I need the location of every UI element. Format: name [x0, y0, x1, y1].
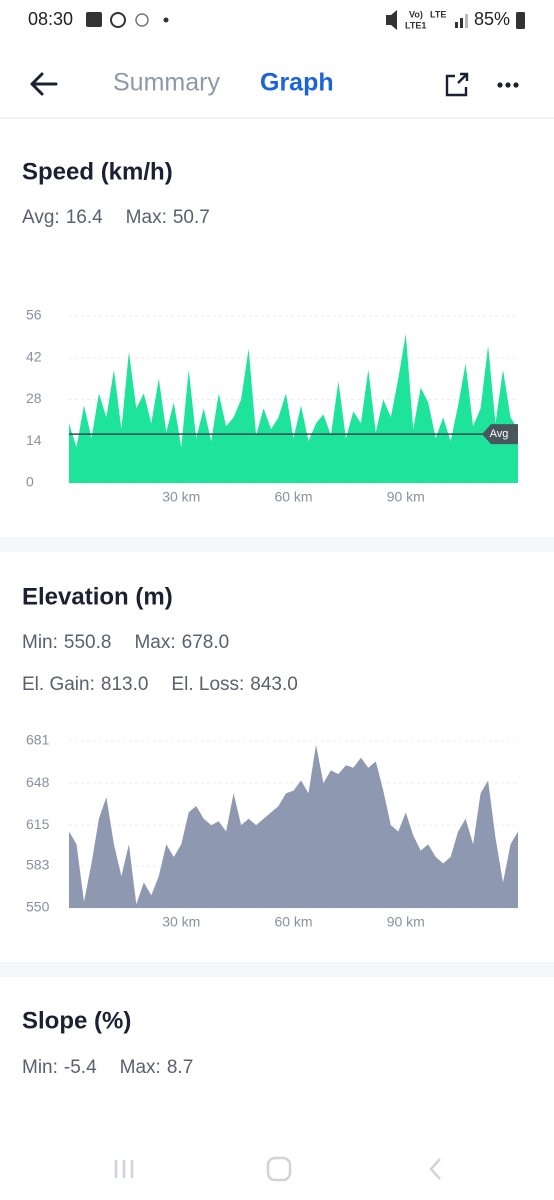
more-button[interactable]	[497, 82, 519, 88]
gallery-icon	[86, 12, 102, 27]
home-button[interactable]	[266, 1156, 292, 1182]
y-tick-label: 583	[26, 857, 50, 873]
tab[interactable]: Graph	[260, 69, 334, 97]
signal-bar	[460, 18, 463, 28]
battery-icon	[516, 12, 525, 29]
stat-label: El. Gain:	[22, 674, 95, 695]
dot	[513, 82, 519, 88]
stat-value: -5.4	[64, 1057, 97, 1078]
stat-value: 50.7	[173, 207, 210, 228]
stat-value: 813.0	[101, 674, 149, 695]
stat-label: Max:	[120, 1057, 161, 1078]
area	[69, 333, 518, 483]
network-label: LTE1	[405, 20, 426, 30]
stat-label: Avg:	[22, 207, 60, 228]
stat-label: Max:	[134, 632, 175, 653]
y-tick-label: 28	[26, 390, 42, 406]
fingerprint-icon	[135, 13, 149, 27]
x-tick-label: 90 km	[387, 489, 425, 505]
stat-value: 678.0	[182, 632, 230, 653]
nav-bar	[114, 1156, 441, 1182]
y-tick-label: 550	[26, 899, 50, 915]
stat-label: Min:	[22, 632, 58, 653]
share-box	[445, 74, 468, 97]
dot-icon	[163, 17, 169, 23]
status-icons	[86, 10, 525, 30]
stat-value: 8.7	[167, 1057, 193, 1078]
signal-bar	[455, 22, 458, 28]
average-label: Avg	[490, 428, 509, 440]
x-tick-label: 60 km	[274, 914, 312, 930]
section-title: Slope (%)	[22, 1007, 131, 1034]
app-icon	[110, 12, 126, 28]
x-tick-label: 90 km	[387, 914, 425, 930]
clock: 08:30	[28, 9, 73, 29]
y-tick-label: 0	[26, 474, 34, 490]
area	[69, 744, 518, 908]
network-label: LTE	[430, 9, 446, 19]
section-divider	[0, 537, 554, 552]
section-title: Elevation (m)	[22, 583, 173, 610]
x-tick-label: 60 km	[274, 489, 312, 505]
battery-level: 85%	[474, 9, 510, 29]
section-divider	[0, 962, 554, 977]
x-tick-label: 30 km	[162, 914, 200, 930]
y-tick-label: 42	[26, 348, 42, 364]
dot	[505, 82, 511, 88]
y-tick-label: 56	[26, 307, 42, 323]
stat-label: Max:	[126, 207, 167, 228]
stat-value: 843.0	[250, 674, 298, 695]
tab[interactable]: Summary	[113, 69, 220, 97]
network-label: Vo)	[409, 9, 423, 19]
share-button[interactable]	[445, 72, 469, 97]
signal-bar	[465, 14, 468, 28]
mute-icon	[386, 10, 397, 30]
dot	[497, 82, 503, 88]
back-nav-button[interactable]	[429, 1158, 441, 1180]
x-tick-label: 30 km	[162, 489, 200, 505]
y-tick-label: 14	[26, 432, 42, 448]
y-tick-label: 615	[26, 816, 50, 832]
share-arrow	[457, 72, 469, 84]
average-tag	[482, 424, 518, 445]
back-button[interactable]	[30, 72, 58, 96]
stat-value: 550.8	[64, 632, 112, 653]
stat-value: 16.4	[66, 207, 103, 228]
y-tick-label: 681	[26, 732, 50, 748]
section-title: Speed (km/h)	[22, 158, 173, 185]
stat-label: El. Loss:	[171, 674, 244, 695]
back-arrow	[30, 72, 58, 96]
recents-button[interactable]	[114, 1160, 134, 1178]
y-tick-label: 648	[26, 774, 50, 790]
stat-label: Min:	[22, 1057, 58, 1078]
